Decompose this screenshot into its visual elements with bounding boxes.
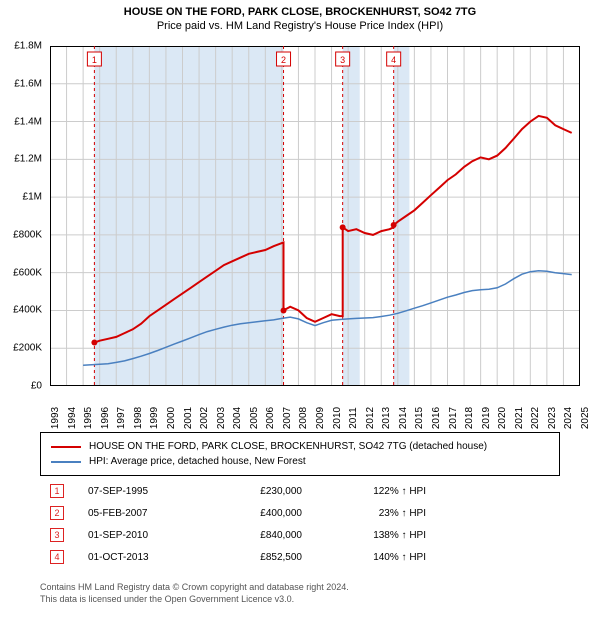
- plot-area: 1 2 3 4: [50, 46, 580, 386]
- x-tick-label: 2001: [183, 407, 194, 429]
- x-tick-label: 2025: [580, 407, 591, 429]
- marker-pct: 140% ↑ HPI: [326, 552, 426, 563]
- marker-date: 05-FEB-2007: [88, 508, 188, 519]
- marker-id-box: 2: [50, 506, 64, 520]
- x-tick-label: 2006: [265, 407, 276, 429]
- y-tick-label: £0: [31, 381, 42, 392]
- x-tick-label: 2018: [464, 407, 475, 429]
- footer-line-1: Contains HM Land Registry data © Crown c…: [40, 582, 560, 594]
- x-tick-label: 1997: [116, 407, 127, 429]
- marker-date: 01-SEP-2010: [88, 530, 188, 541]
- y-tick-label: £800K: [13, 229, 42, 240]
- svg-text:3: 3: [340, 55, 345, 65]
- chart-container: HOUSE ON THE FORD, PARK CLOSE, BROCKENHU…: [0, 0, 600, 620]
- x-tick-label: 2013: [381, 407, 392, 429]
- x-tick-label: 2012: [365, 407, 376, 429]
- y-tick-label: £200K: [13, 343, 42, 354]
- x-tick-label: 2004: [232, 407, 243, 429]
- x-tick-label: 2005: [249, 407, 260, 429]
- marker-id-box: 4: [50, 550, 64, 564]
- marker-date: 01-OCT-2013: [88, 552, 188, 563]
- svg-text:2: 2: [281, 55, 286, 65]
- x-tick-label: 2019: [481, 407, 492, 429]
- plot-svg: 1 2 3 4: [50, 46, 580, 386]
- x-tick-label: 1993: [50, 407, 61, 429]
- title-line-1: HOUSE ON THE FORD, PARK CLOSE, BROCKENHU…: [0, 6, 600, 18]
- legend-swatch-2: [51, 461, 81, 463]
- marker-price: £840,000: [212, 530, 302, 541]
- marker-pct: 122% ↑ HPI: [326, 486, 426, 497]
- x-tick-label: 2022: [530, 407, 541, 429]
- marker-row: 2 05-FEB-2007 £400,000 23% ↑ HPI: [40, 502, 560, 524]
- x-tick-label: 2023: [547, 407, 558, 429]
- x-tick-label: 2024: [563, 407, 574, 429]
- y-tick-label: £1M: [23, 192, 42, 203]
- marker-pct: 23% ↑ HPI: [326, 508, 426, 519]
- x-tick-label: 2017: [448, 407, 459, 429]
- legend-label-1: HOUSE ON THE FORD, PARK CLOSE, BROCKENHU…: [89, 439, 487, 454]
- x-tick-label: 1994: [67, 407, 78, 429]
- svg-text:4: 4: [391, 55, 396, 65]
- x-tick-label: 2000: [166, 407, 177, 429]
- x-tick-label: 2011: [348, 407, 359, 429]
- legend-swatch-1: [51, 446, 81, 448]
- footer: Contains HM Land Registry data © Crown c…: [40, 582, 560, 605]
- x-tick-label: 2002: [199, 407, 210, 429]
- marker-date: 07-SEP-1995: [88, 486, 188, 497]
- titles: HOUSE ON THE FORD, PARK CLOSE, BROCKENHU…: [0, 0, 600, 32]
- x-tick-label: 1996: [100, 407, 111, 429]
- marker-price: £852,500: [212, 552, 302, 563]
- x-tick-label: 2009: [315, 407, 326, 429]
- y-tick-label: £600K: [13, 267, 42, 278]
- x-tick-label: 2008: [298, 407, 309, 429]
- x-tick-label: 2021: [514, 407, 525, 429]
- legend-row-2: HPI: Average price, detached house, New …: [51, 454, 549, 469]
- marker-price: £400,000: [212, 508, 302, 519]
- y-axis-labels: £0£200K£400K£600K£800K£1M£1.2M£1.4M£1.6M…: [0, 46, 46, 386]
- x-tick-label: 2010: [332, 407, 343, 429]
- x-tick-label: 1995: [83, 407, 94, 429]
- marker-list: 1 07-SEP-1995 £230,000 122% ↑ HPI 2 05-FEB-20…: [40, 480, 560, 568]
- x-tick-label: 2020: [497, 407, 508, 429]
- marker-id-box: 1: [50, 484, 64, 498]
- footer-line-2: This data is licensed under the Open Gov…: [40, 594, 560, 606]
- title-line-2: Price paid vs. HM Land Registry's House …: [0, 20, 600, 32]
- y-tick-label: £1.4M: [14, 116, 42, 127]
- marker-row: 4 01-OCT-2013 £852,500 140% ↑ HPI: [40, 546, 560, 568]
- legend-label-2: HPI: Average price, detached house, New …: [89, 454, 306, 469]
- y-tick-label: £400K: [13, 305, 42, 316]
- x-tick-label: 1999: [149, 407, 160, 429]
- marker-row: 3 01-SEP-2010 £840,000 138% ↑ HPI: [40, 524, 560, 546]
- svg-text:1: 1: [92, 55, 97, 65]
- y-tick-label: £1.8M: [14, 41, 42, 52]
- marker-id-box: 3: [50, 528, 64, 542]
- x-tick-label: 2014: [398, 407, 409, 429]
- y-tick-label: £1.6M: [14, 78, 42, 89]
- x-tick-label: 2016: [431, 407, 442, 429]
- legend-row-1: HOUSE ON THE FORD, PARK CLOSE, BROCKENHU…: [51, 439, 549, 454]
- x-axis-labels: 1993 1994 1995 1996 1997 1998 1999 2000 2001 2002…: [50, 390, 580, 430]
- marker-price: £230,000: [212, 486, 302, 497]
- marker-pct: 138% ↑ HPI: [326, 530, 426, 541]
- legend: HOUSE ON THE FORD, PARK CLOSE, BROCKENHU…: [40, 432, 560, 476]
- x-tick-label: 2007: [282, 407, 293, 429]
- marker-row: 1 07-SEP-1995 £230,000 122% ↑ HPI: [40, 480, 560, 502]
- x-tick-label: 2003: [216, 407, 227, 429]
- x-tick-label: 1998: [133, 407, 144, 429]
- x-tick-label: 2015: [414, 407, 425, 429]
- y-tick-label: £1.2M: [14, 154, 42, 165]
